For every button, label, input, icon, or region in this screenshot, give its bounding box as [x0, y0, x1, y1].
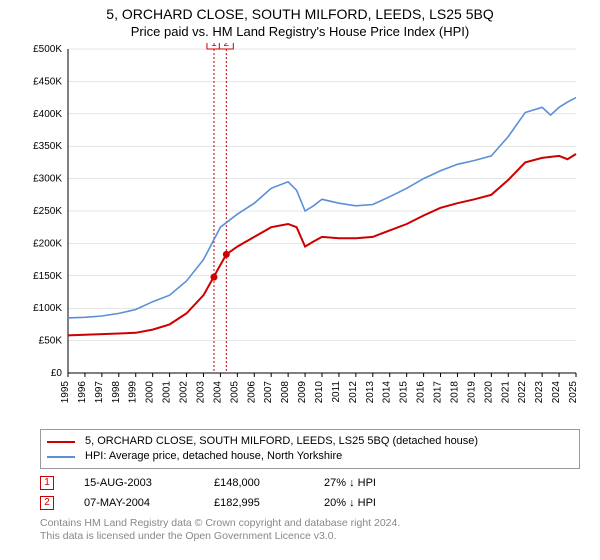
svg-text:£200K: £200K	[33, 238, 62, 249]
svg-text:2009: 2009	[297, 381, 308, 404]
transaction-price: £148,000	[214, 473, 294, 493]
svg-text:2006: 2006	[246, 381, 257, 404]
svg-text:2000: 2000	[145, 381, 156, 404]
svg-text:1995: 1995	[60, 381, 71, 404]
svg-text:1997: 1997	[94, 381, 105, 404]
transaction-price: £182,995	[214, 493, 294, 513]
svg-text:2001: 2001	[162, 381, 173, 404]
svg-text:£250K: £250K	[33, 206, 62, 217]
svg-text:1: 1	[211, 43, 217, 49]
transactions-table: 1 15-AUG-2003 £148,000 27% ↓ HPI 2 07-MA…	[40, 473, 580, 513]
legend-item: HPI: Average price, detached house, Nort…	[47, 449, 573, 464]
svg-text:1996: 1996	[77, 381, 88, 404]
svg-text:2023: 2023	[534, 381, 545, 404]
chart-area: £0 £50K £100K £150K £200K £250K £300K £350K £400…	[20, 43, 580, 423]
svg-text:2018: 2018	[449, 381, 460, 404]
svg-text:£400K: £400K	[33, 109, 62, 120]
legend-label: 5, ORCHARD CLOSE, SOUTH MILFORD, LEEDS, …	[85, 434, 478, 449]
svg-text:£450K: £450K	[33, 76, 62, 87]
svg-text:£50K: £50K	[39, 336, 63, 347]
footnote-line: This data is licensed under the Open Gov…	[40, 530, 580, 543]
svg-text:2: 2	[224, 43, 230, 49]
chart-subtitle: Price paid vs. HM Land Registry's House …	[0, 22, 600, 43]
transaction-marker: 2	[40, 496, 54, 510]
svg-text:2007: 2007	[263, 381, 274, 404]
svg-text:1998: 1998	[111, 381, 122, 404]
svg-text:2022: 2022	[517, 381, 528, 404]
transaction-hpi: 20% ↓ HPI	[324, 493, 424, 513]
svg-text:2015: 2015	[399, 381, 410, 404]
svg-text:2017: 2017	[433, 381, 444, 404]
svg-text:2003: 2003	[195, 381, 206, 404]
svg-text:2016: 2016	[416, 381, 427, 404]
legend-swatch	[47, 456, 75, 458]
transaction-date: 15-AUG-2003	[84, 473, 184, 493]
svg-text:2005: 2005	[229, 381, 240, 404]
svg-text:2019: 2019	[466, 381, 477, 404]
chart-title: 5, ORCHARD CLOSE, SOUTH MILFORD, LEEDS, …	[0, 0, 600, 22]
svg-text:£0: £0	[51, 368, 63, 379]
svg-text:2010: 2010	[314, 381, 325, 404]
legend: 5, ORCHARD CLOSE, SOUTH MILFORD, LEEDS, …	[40, 429, 580, 469]
svg-text:2021: 2021	[500, 381, 511, 404]
svg-text:£500K: £500K	[33, 44, 62, 55]
line-chart: £0 £50K £100K £150K £200K £250K £300K £350K £400…	[20, 43, 580, 423]
svg-text:2002: 2002	[179, 381, 190, 404]
transaction-hpi: 27% ↓ HPI	[324, 473, 424, 493]
svg-text:2025: 2025	[568, 381, 579, 404]
svg-text:£350K: £350K	[33, 141, 62, 152]
svg-text:£100K: £100K	[33, 303, 62, 314]
svg-text:£300K: £300K	[33, 174, 62, 185]
svg-text:2013: 2013	[365, 381, 376, 404]
svg-text:2012: 2012	[348, 381, 359, 404]
svg-text:2008: 2008	[280, 381, 291, 404]
table-row: 2 07-MAY-2004 £182,995 20% ↓ HPI	[40, 493, 580, 513]
svg-text:2014: 2014	[382, 381, 393, 404]
svg-text:1999: 1999	[128, 381, 139, 404]
legend-label: HPI: Average price, detached house, Nort…	[85, 449, 342, 464]
table-row: 1 15-AUG-2003 £148,000 27% ↓ HPI	[40, 473, 580, 493]
transaction-date: 07-MAY-2004	[84, 493, 184, 513]
svg-text:£150K: £150K	[33, 271, 62, 282]
footnote: Contains HM Land Registry data © Crown c…	[40, 517, 580, 543]
svg-text:2011: 2011	[331, 381, 342, 403]
svg-text:2020: 2020	[483, 381, 494, 404]
legend-item: 5, ORCHARD CLOSE, SOUTH MILFORD, LEEDS, …	[47, 434, 573, 449]
svg-text:2024: 2024	[551, 381, 562, 404]
legend-swatch	[47, 441, 75, 443]
transaction-marker: 1	[40, 476, 54, 490]
footnote-line: Contains HM Land Registry data © Crown c…	[40, 517, 580, 530]
svg-text:2004: 2004	[212, 381, 223, 404]
